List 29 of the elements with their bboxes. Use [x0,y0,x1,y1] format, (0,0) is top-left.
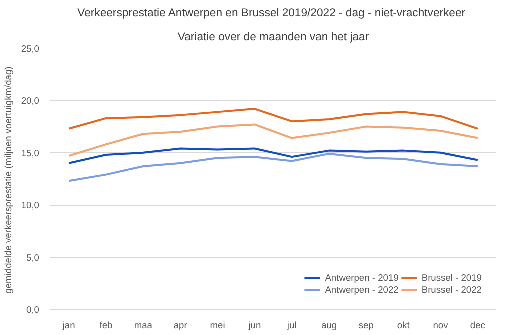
line-series [68,148,479,164]
legend-label: Brussel - 2019 [422,273,482,283]
y-tick-label: 10,0 [21,200,40,211]
chart-title: Verkeersprestatie Antwerpen en Brussel 2019/2022 - dag - niet-vrachtverkeer [78,8,466,20]
x-tick-label: dec [470,320,486,330]
legend-label: Antwerpen - 2022 [325,285,399,295]
legend-label: Antwerpen - 2019 [325,273,399,283]
x-tick-label: okt [397,320,410,330]
x-tick-label: maa [134,320,154,330]
x-tick-label: mei [210,320,226,330]
x-tick-label: aug [321,320,338,330]
y-tick-label: 5,0 [26,252,40,263]
chart-subtitle: Variatie over de maanden van het jaar [178,32,370,44]
legend-label: Brussel - 2022 [422,285,482,295]
x-tick-label: nov [433,320,449,330]
line-series [68,124,479,158]
y-tick-label: 15,0 [21,148,40,158]
x-tick-label: apr [174,320,188,330]
y-tick-label: 25,0 [21,44,40,54]
line-series [68,108,479,130]
y-tick-label: 20,0 [21,96,40,106]
x-tick-label: jun [248,320,262,330]
line-series [68,152,479,182]
x-tick-label: feb [100,320,113,330]
y-axis-title: gemiddelde verkeersprestatie (miljoen voertuigkm/dag) [3,66,14,294]
y-tick-label: 0,0 [26,305,40,315]
x-tick-label: sep [358,320,374,330]
x-tick-label: jan [62,320,76,330]
x-tick-label: jul [286,320,297,330]
